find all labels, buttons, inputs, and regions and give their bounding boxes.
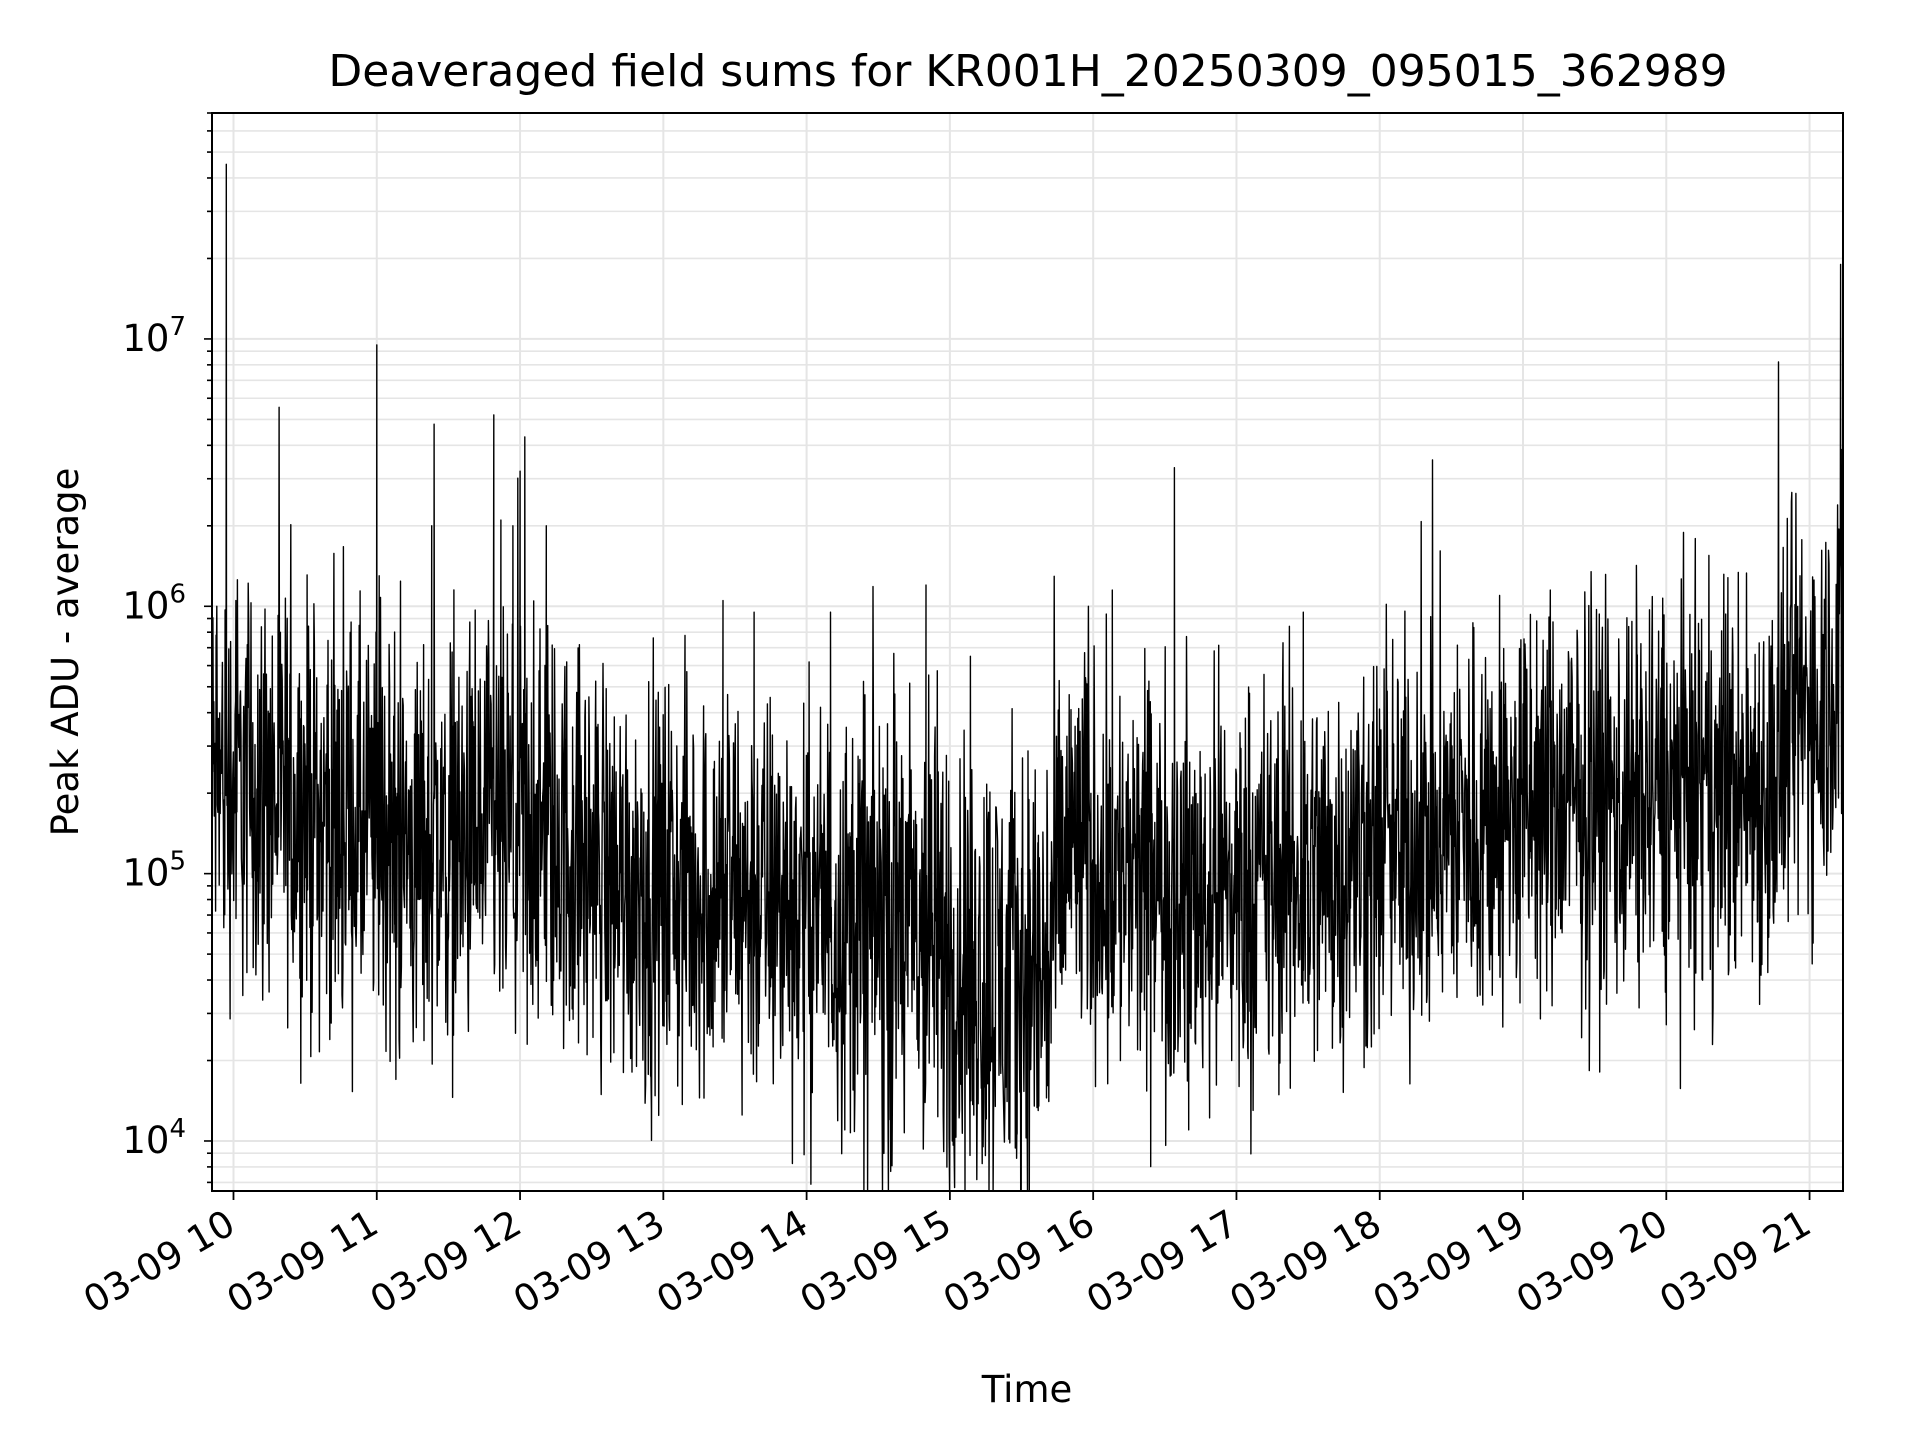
y-axis-label: Peak ADU - average bbox=[44, 468, 87, 837]
series bbox=[211, 163, 1844, 1192]
y-axis: 104 105 106 107 bbox=[122, 112, 212, 1184]
chart-title: Deaveraged field sums for KR001H_2025030… bbox=[328, 46, 1727, 97]
y-tick-label: 104 bbox=[122, 1114, 186, 1162]
y-tick-label: 105 bbox=[122, 847, 186, 895]
x-axis-label: Time bbox=[981, 1368, 1073, 1411]
series-line bbox=[211, 163, 1844, 1192]
plot-frame bbox=[211, 112, 1844, 1192]
y-tick-label: 106 bbox=[122, 579, 186, 627]
y-tick-label: 107 bbox=[122, 312, 186, 360]
